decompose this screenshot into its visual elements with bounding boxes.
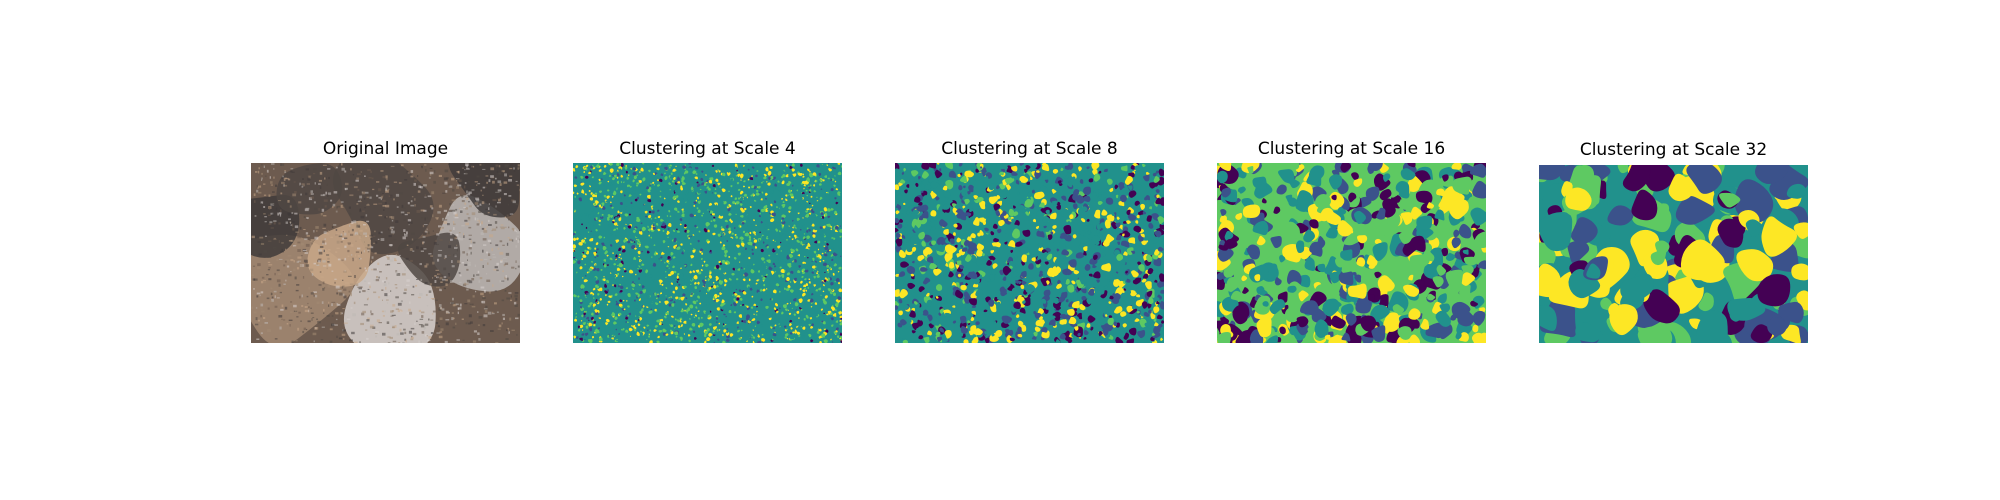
cluster-map bbox=[1217, 163, 1486, 343]
panel-scale-16: Clustering at Scale 16 bbox=[1217, 139, 1486, 344]
cluster-map bbox=[1539, 165, 1808, 343]
original-image bbox=[251, 163, 520, 343]
panel-scale-8: Clustering at Scale 8 bbox=[895, 139, 1164, 344]
panel-title: Clustering at Scale 32 bbox=[1579, 140, 1768, 160]
panel-original: Original Image bbox=[251, 139, 520, 344]
cluster-map bbox=[573, 163, 842, 343]
panel-scale-32: Clustering at Scale 32 bbox=[1539, 140, 1808, 345]
panel-title: Clustering at Scale 8 bbox=[941, 139, 1118, 159]
panel-title: Clustering at Scale 16 bbox=[1257, 139, 1446, 159]
panel-scale-4: Clustering at Scale 4 bbox=[573, 139, 842, 344]
panel-title: Original Image bbox=[322, 139, 449, 159]
cluster-map bbox=[895, 163, 1164, 343]
panel-title: Clustering at Scale 4 bbox=[619, 139, 796, 159]
